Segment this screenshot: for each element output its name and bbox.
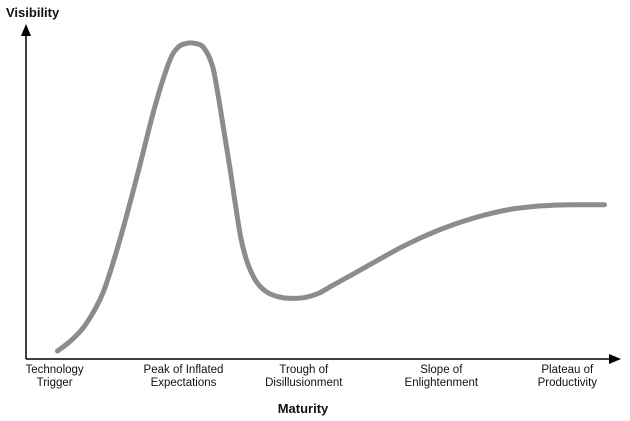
phase-labels: Technology Trigger Peak of Inflated Expecta… <box>26 364 598 389</box>
y-axis-title: Visibility <box>6 5 60 20</box>
phase-label-3: Trough of Disillusionment <box>265 364 343 389</box>
phase-label-3-line-2: Disillusionment <box>265 377 343 389</box>
phase-label-4: Slope of Enlightenment <box>405 364 479 389</box>
phase-label-2-line-1: Peak of Inflated <box>144 364 224 376</box>
phase-label-1-line-1: Technology <box>26 364 84 376</box>
phase-label-4-line-2: Enlightenment <box>405 377 479 389</box>
phase-label-5-line-2: Productivity <box>538 377 598 389</box>
phase-label-4-line-1: Slope of <box>420 364 463 376</box>
phase-label-1: Technology Trigger <box>26 364 84 389</box>
x-axis-title: Maturity <box>278 401 329 416</box>
phase-label-2-line-2: Expectations <box>151 377 217 389</box>
phase-label-3-line-1: Trough of <box>279 364 329 376</box>
phase-label-2: Peak of Inflated Expectations <box>144 364 224 389</box>
phase-label-5: Plateau of Productivity <box>538 364 598 389</box>
hype-curve-line <box>55 40 607 354</box>
phase-label-1-line-2: Trigger <box>37 377 73 389</box>
phase-label-5-line-1: Plateau of <box>541 364 594 376</box>
